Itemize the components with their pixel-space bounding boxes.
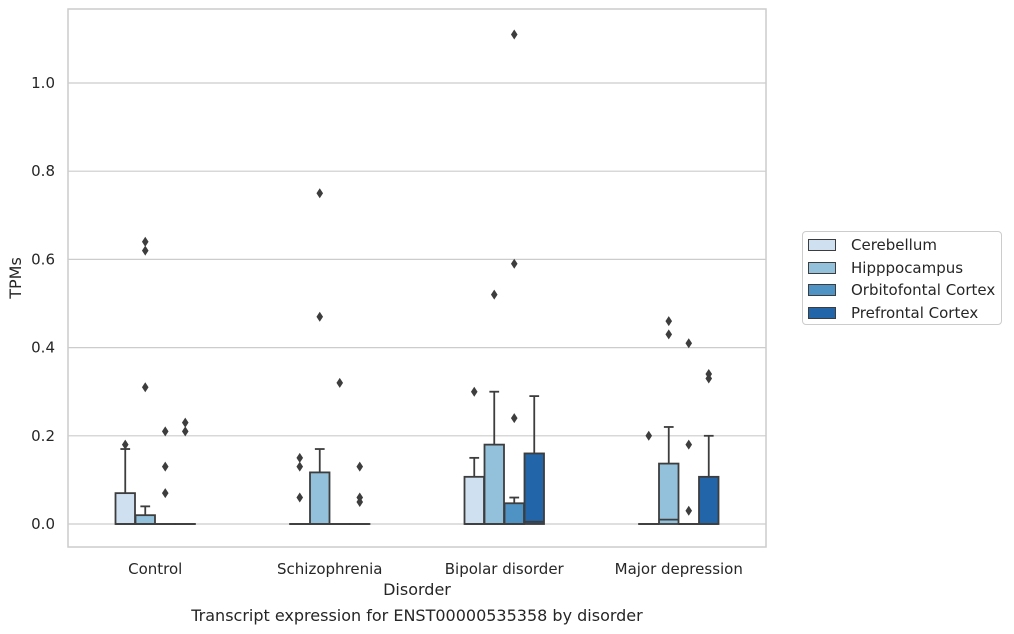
outlier-point: [296, 492, 304, 503]
legend-swatch: [808, 306, 836, 319]
legend-item: Hipppocampus: [808, 258, 963, 278]
box: [114, 492, 136, 525]
box: [483, 443, 505, 525]
legend-swatch: [808, 284, 836, 296]
outlier-point: [141, 245, 149, 256]
legend-item: Cerebellum: [808, 235, 937, 255]
y-tick-label: 0.8: [31, 162, 55, 180]
outlier-point: [161, 488, 169, 499]
outlier-point: [645, 430, 653, 441]
outlier-point: [685, 439, 693, 450]
box: [523, 452, 545, 525]
legend-swatch: [808, 239, 836, 251]
y-tick-label: 0.4: [31, 339, 55, 357]
outlier-point: [141, 382, 149, 393]
outlier-point: [181, 426, 189, 437]
outlier-point: [141, 236, 149, 247]
gridlines: [68, 82, 766, 525]
outlier-point: [665, 329, 673, 340]
outlier-point: [685, 505, 693, 516]
box-cerebellum-0: [114, 448, 136, 525]
box-prefrontal-cortex-2: [523, 395, 545, 525]
x-axis-label: Disorder: [383, 580, 451, 599]
outlier-point: [296, 461, 304, 472]
outlier-point: [181, 417, 189, 428]
x-tick-label: Schizophrenia: [277, 560, 382, 578]
box: [309, 471, 331, 525]
legend-label: Cerebellum: [851, 236, 937, 254]
x-tick-label: Major depression: [615, 560, 743, 578]
legend-item: Prefrontal Cortex: [808, 303, 978, 323]
outlier-point: [510, 258, 518, 269]
plot-frame: [67, 8, 767, 548]
y-tick-label: 0.0: [31, 515, 55, 533]
legend-label: Prefrontal Cortex: [851, 303, 979, 322]
y-axis-label: TPMs: [6, 257, 25, 300]
box-hipppocampus-2: [483, 390, 505, 525]
y-tick-label: 1.0: [31, 74, 55, 92]
outlier-point: [161, 461, 169, 472]
box-hipppocampus-1: [309, 448, 331, 525]
box: [658, 462, 680, 525]
box-orbitofontal-cortex-2: [503, 496, 525, 525]
outlier-point: [336, 377, 344, 388]
outlier-point: [296, 452, 304, 463]
outlier-point: [490, 289, 498, 300]
legend-swatch: [808, 261, 836, 274]
box-prefrontal-cortex-3: [698, 434, 720, 525]
box: [698, 475, 720, 525]
outlier-point: [685, 338, 693, 349]
outlier-point: [121, 439, 129, 450]
tick-labels: 0.0 0.2 0.4 0.6 0.8 1.0 Control Schizophrenia Bi…: [31, 74, 743, 578]
box: [503, 502, 525, 525]
legend: Cerebellum Hipppocampus Orbitofontal Corte…: [802, 231, 1002, 325]
box-cerebellum-2: [463, 456, 485, 525]
outlier-point: [316, 188, 324, 199]
box-hipppocampus-0: [134, 505, 156, 525]
legend-label: Hipppocampus: [851, 258, 964, 277]
box: [134, 514, 156, 525]
outlier-point: [705, 369, 713, 380]
boxes: [114, 390, 720, 525]
outlier-point: [470, 386, 478, 397]
x-tick-label: Control: [128, 560, 182, 578]
y-tick-label: 0.2: [31, 427, 55, 445]
y-tick-label: 0.6: [31, 250, 55, 268]
legend-item: Orbitofontal Cortex: [808, 280, 995, 300]
box-hipppocampus-3: [658, 426, 680, 525]
outlier-point: [356, 492, 364, 503]
outlier-point: [510, 413, 518, 424]
box: [463, 475, 485, 525]
chart-caption: Transcript expression for ENST0000053535…: [191, 606, 643, 625]
outlier-point: [161, 426, 169, 437]
x-tick-label: Bipolar disorder: [445, 560, 565, 578]
outlier-point: [356, 461, 364, 472]
outlier-point: [316, 311, 324, 322]
legend-label: Orbitofontal Cortex: [851, 281, 996, 299]
outlier-point: [665, 316, 673, 327]
outliers: [121, 29, 713, 516]
outlier-point: [510, 29, 518, 40]
